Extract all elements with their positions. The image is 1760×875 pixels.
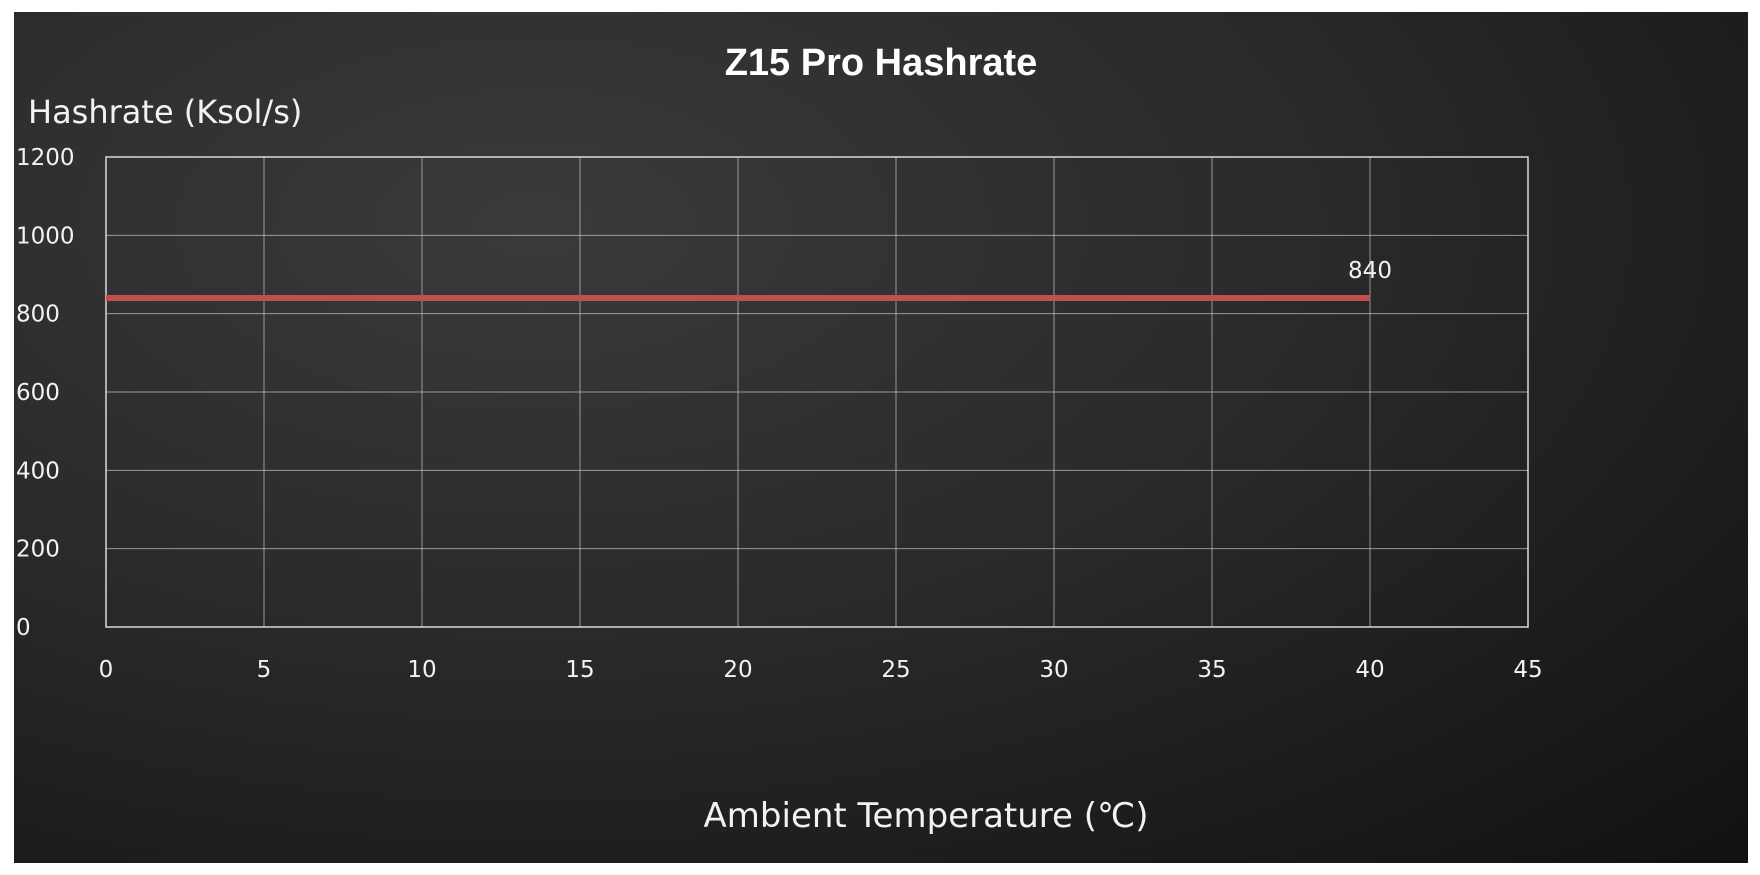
x-tick-label-20: 20 <box>723 657 752 683</box>
x-tick-label-5: 5 <box>257 657 272 683</box>
plot-border <box>105 156 1529 628</box>
data-label-0: 840 <box>1348 258 1392 284</box>
y-axis-label: Hashrate (Ksol/s) <box>28 93 302 131</box>
hashrate-chart: 840 0 200 400 600 800 1000 1200 0 5 10 15 20 25 30 35… <box>16 42 1543 836</box>
x-tick-label-45: 45 <box>1513 657 1542 683</box>
x-axis-label: Ambient Temperature (℃) <box>704 796 1149 836</box>
x-tick-label-0: 0 <box>99 657 114 683</box>
x-tick-label-30: 30 <box>1039 657 1068 683</box>
y-tick-label-1200: 1200 <box>16 145 75 171</box>
y-tick-label-800: 800 <box>16 302 60 328</box>
series-layer: 840 <box>106 258 1392 301</box>
grid-layer <box>105 156 1529 628</box>
y-tick-label-400: 400 <box>16 458 60 484</box>
y-tick-label-1000: 1000 <box>16 223 75 249</box>
x-tick-labels: 0 5 10 15 20 25 30 35 40 45 <box>99 657 1543 683</box>
chart-title: Z15 Pro Hashrate <box>725 42 1038 84</box>
chart-frame: 840 0 200 400 600 800 1000 1200 0 5 10 15 20 25 30 35… <box>14 12 1748 863</box>
y-tick-label-600: 600 <box>16 380 60 406</box>
x-tick-label-40: 40 <box>1355 657 1384 683</box>
x-tick-label-15: 15 <box>565 657 594 683</box>
x-tick-label-35: 35 <box>1197 657 1226 683</box>
y-tick-label-200: 200 <box>16 537 60 563</box>
x-tick-label-10: 10 <box>407 657 436 683</box>
y-tick-labels: 0 200 400 600 800 1000 1200 <box>16 145 75 641</box>
y-tick-label-0: 0 <box>16 615 31 641</box>
x-tick-label-25: 25 <box>881 657 910 683</box>
